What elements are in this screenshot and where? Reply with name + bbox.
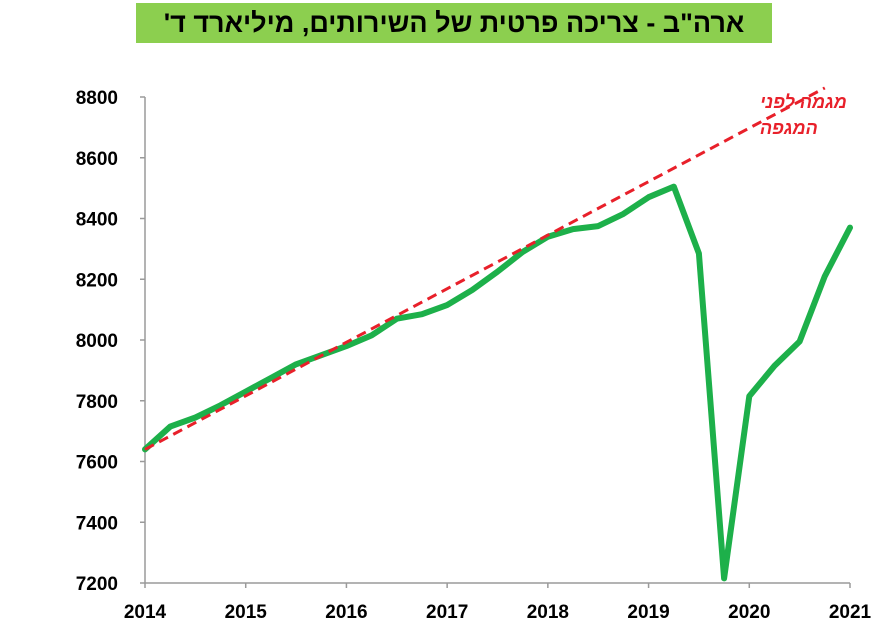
y-tick-label: 7800 [76,392,118,413]
y-tick-label: 8200 [76,270,118,291]
trend-annotation: מגמה לפני המגפה [760,92,847,138]
x-tick-label: 2020 [728,602,770,623]
trend-line-dashed [144,86,826,451]
trend-annotation-line2: המגפה [760,118,818,138]
x-tick-label: 2019 [627,602,669,623]
axes [140,96,851,588]
x-tick-label: 2016 [325,602,367,623]
x-tick-labels: 2014 2015 2016 2017 2018 2019 2020 2021 [124,602,872,623]
x-tick-label: 2014 [124,602,167,623]
y-tick-label: 8600 [76,149,118,170]
y-tick-labels: 7200 7400 7600 7800 8000 8200 8400 8600 8800 [76,88,118,595]
x-tick-label: 2021 [829,602,872,623]
x-tick-label: 2018 [527,602,569,623]
y-tick-label: 7600 [76,453,118,474]
x-tick-label: 2017 [426,602,468,623]
y-tick-label: 7400 [76,513,118,534]
chart-title: ארה"ב - צריכה פרטית של השירותים, מיליארד… [136,3,772,43]
x-tick-label: 2015 [225,602,268,623]
y-tick-label: 8800 [76,88,118,109]
y-tick-label: 8400 [76,210,118,231]
y-tick-label: 8000 [76,331,118,352]
series-lines [142,86,853,582]
trend-annotation-line1: מגמה לפני [760,92,847,112]
y-tick-label: 7200 [76,574,118,595]
services-consumption-line [142,183,853,582]
